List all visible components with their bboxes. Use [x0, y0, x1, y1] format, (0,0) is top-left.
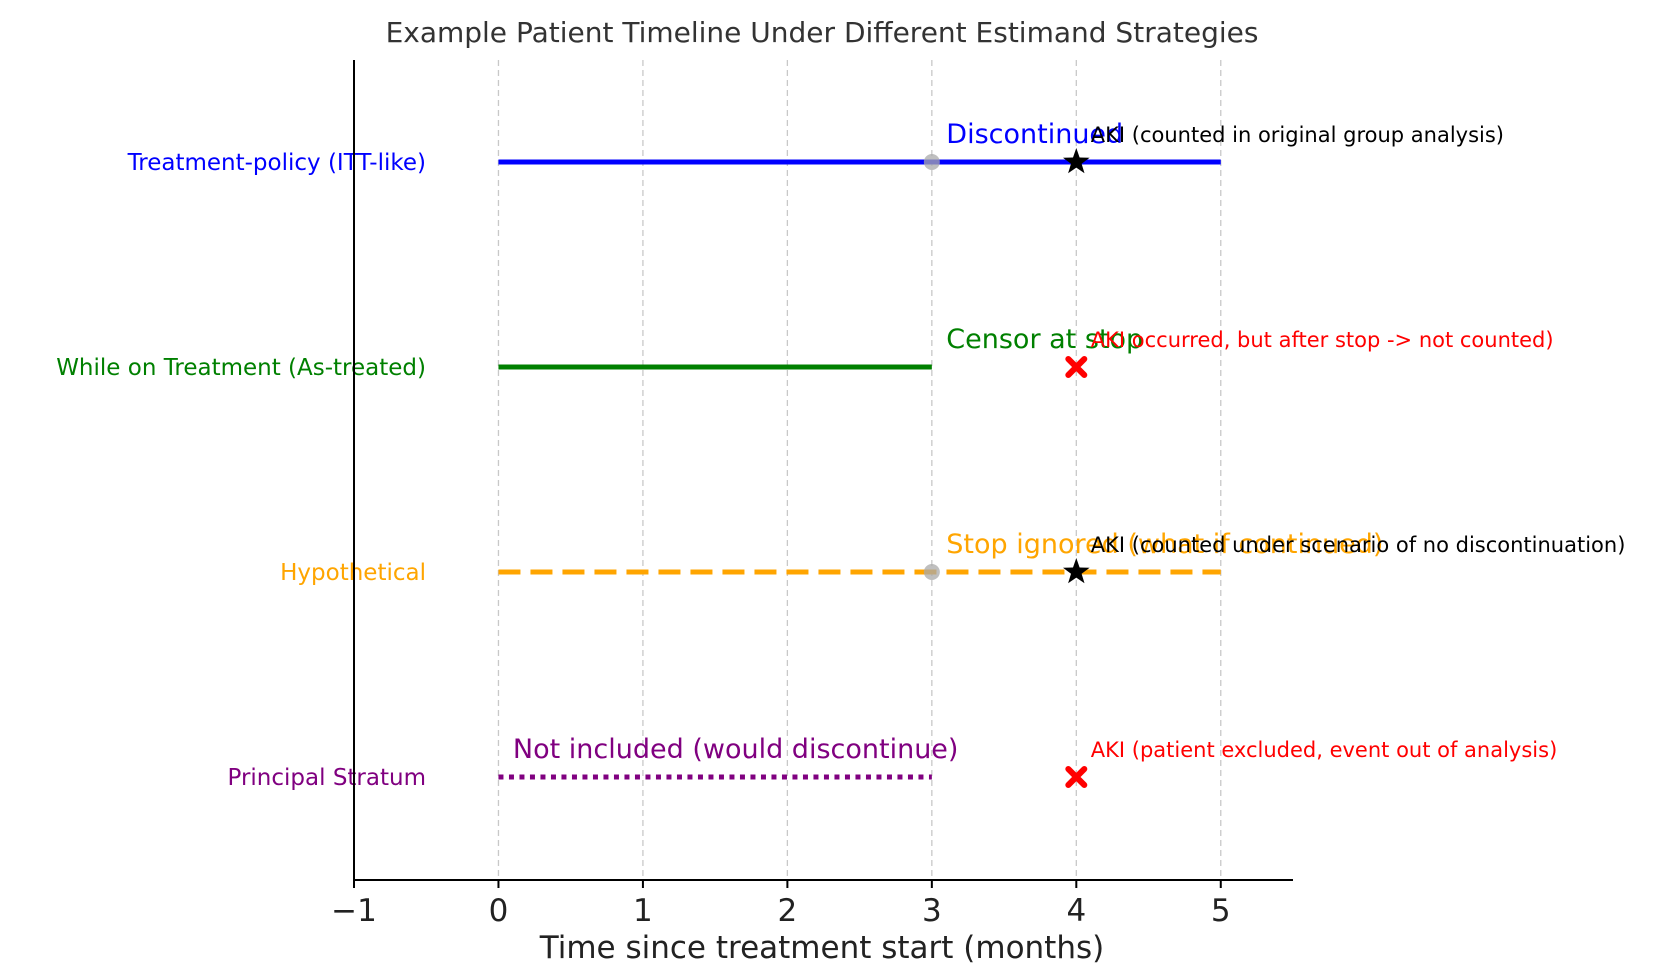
- discontinuation-marker: [923, 564, 940, 580]
- timeline-row: Principal Stratum Not included (would dis…: [228, 734, 1558, 791]
- aki-star-marker: [1063, 148, 1090, 174]
- row-label: Treatment-policy (ITT-like): [127, 150, 426, 176]
- chart-title: Example Patient Timeline Under Different…: [386, 16, 1259, 49]
- aki-star-marker: [1063, 558, 1090, 584]
- event-label: Stop ignored (what if continued): [946, 529, 1383, 560]
- grid-lines: [497, 60, 1222, 880]
- aki-label: AKI occurred, but after stop -> not coun…: [1091, 328, 1554, 352]
- timeline-row: Treatment-policy (ITT-like) DiscontinuedA…: [127, 119, 1504, 176]
- timeline-row: While on Treatment (As-treated) Censor at…: [56, 324, 1553, 381]
- x-tick-label: 2: [778, 893, 798, 929]
- row-label: While on Treatment (As-treated): [56, 355, 426, 381]
- x-tick-label: 3: [922, 893, 942, 929]
- x-tick-label: 5: [1211, 893, 1231, 929]
- aki-label: AKI (counted under scenario of no discon…: [1091, 533, 1626, 557]
- x-tick-label: −1: [331, 893, 377, 929]
- row-label: Principal Stratum: [228, 765, 427, 791]
- event-label: Not included (would discontinue): [513, 734, 959, 765]
- aki-label: AKI (counted in original group analysis): [1091, 123, 1504, 147]
- event-label: Censor at stop: [946, 324, 1143, 355]
- aki-x-marker: [1065, 356, 1088, 378]
- x-axis-label: Time since treatment start (months): [539, 930, 1104, 966]
- timeline-row: HypotheticalStop ignored (what if contin…: [280, 529, 1625, 586]
- timeline-rows: Treatment-policy (ITT-like)DiscontinuedA…: [56, 119, 1625, 791]
- x-tick-label: 4: [1066, 893, 1086, 929]
- axes: −1 0 1 2 3 4 5: [331, 60, 1293, 929]
- discontinuation-marker: [923, 154, 940, 170]
- x-tick-label: 0: [489, 893, 509, 929]
- x-tick-label: 1: [633, 893, 653, 929]
- event-label: Discontinued: [946, 119, 1123, 150]
- aki-x-marker: [1065, 766, 1088, 788]
- aki-label: AKI (patient excluded, event out of anal…: [1091, 738, 1558, 762]
